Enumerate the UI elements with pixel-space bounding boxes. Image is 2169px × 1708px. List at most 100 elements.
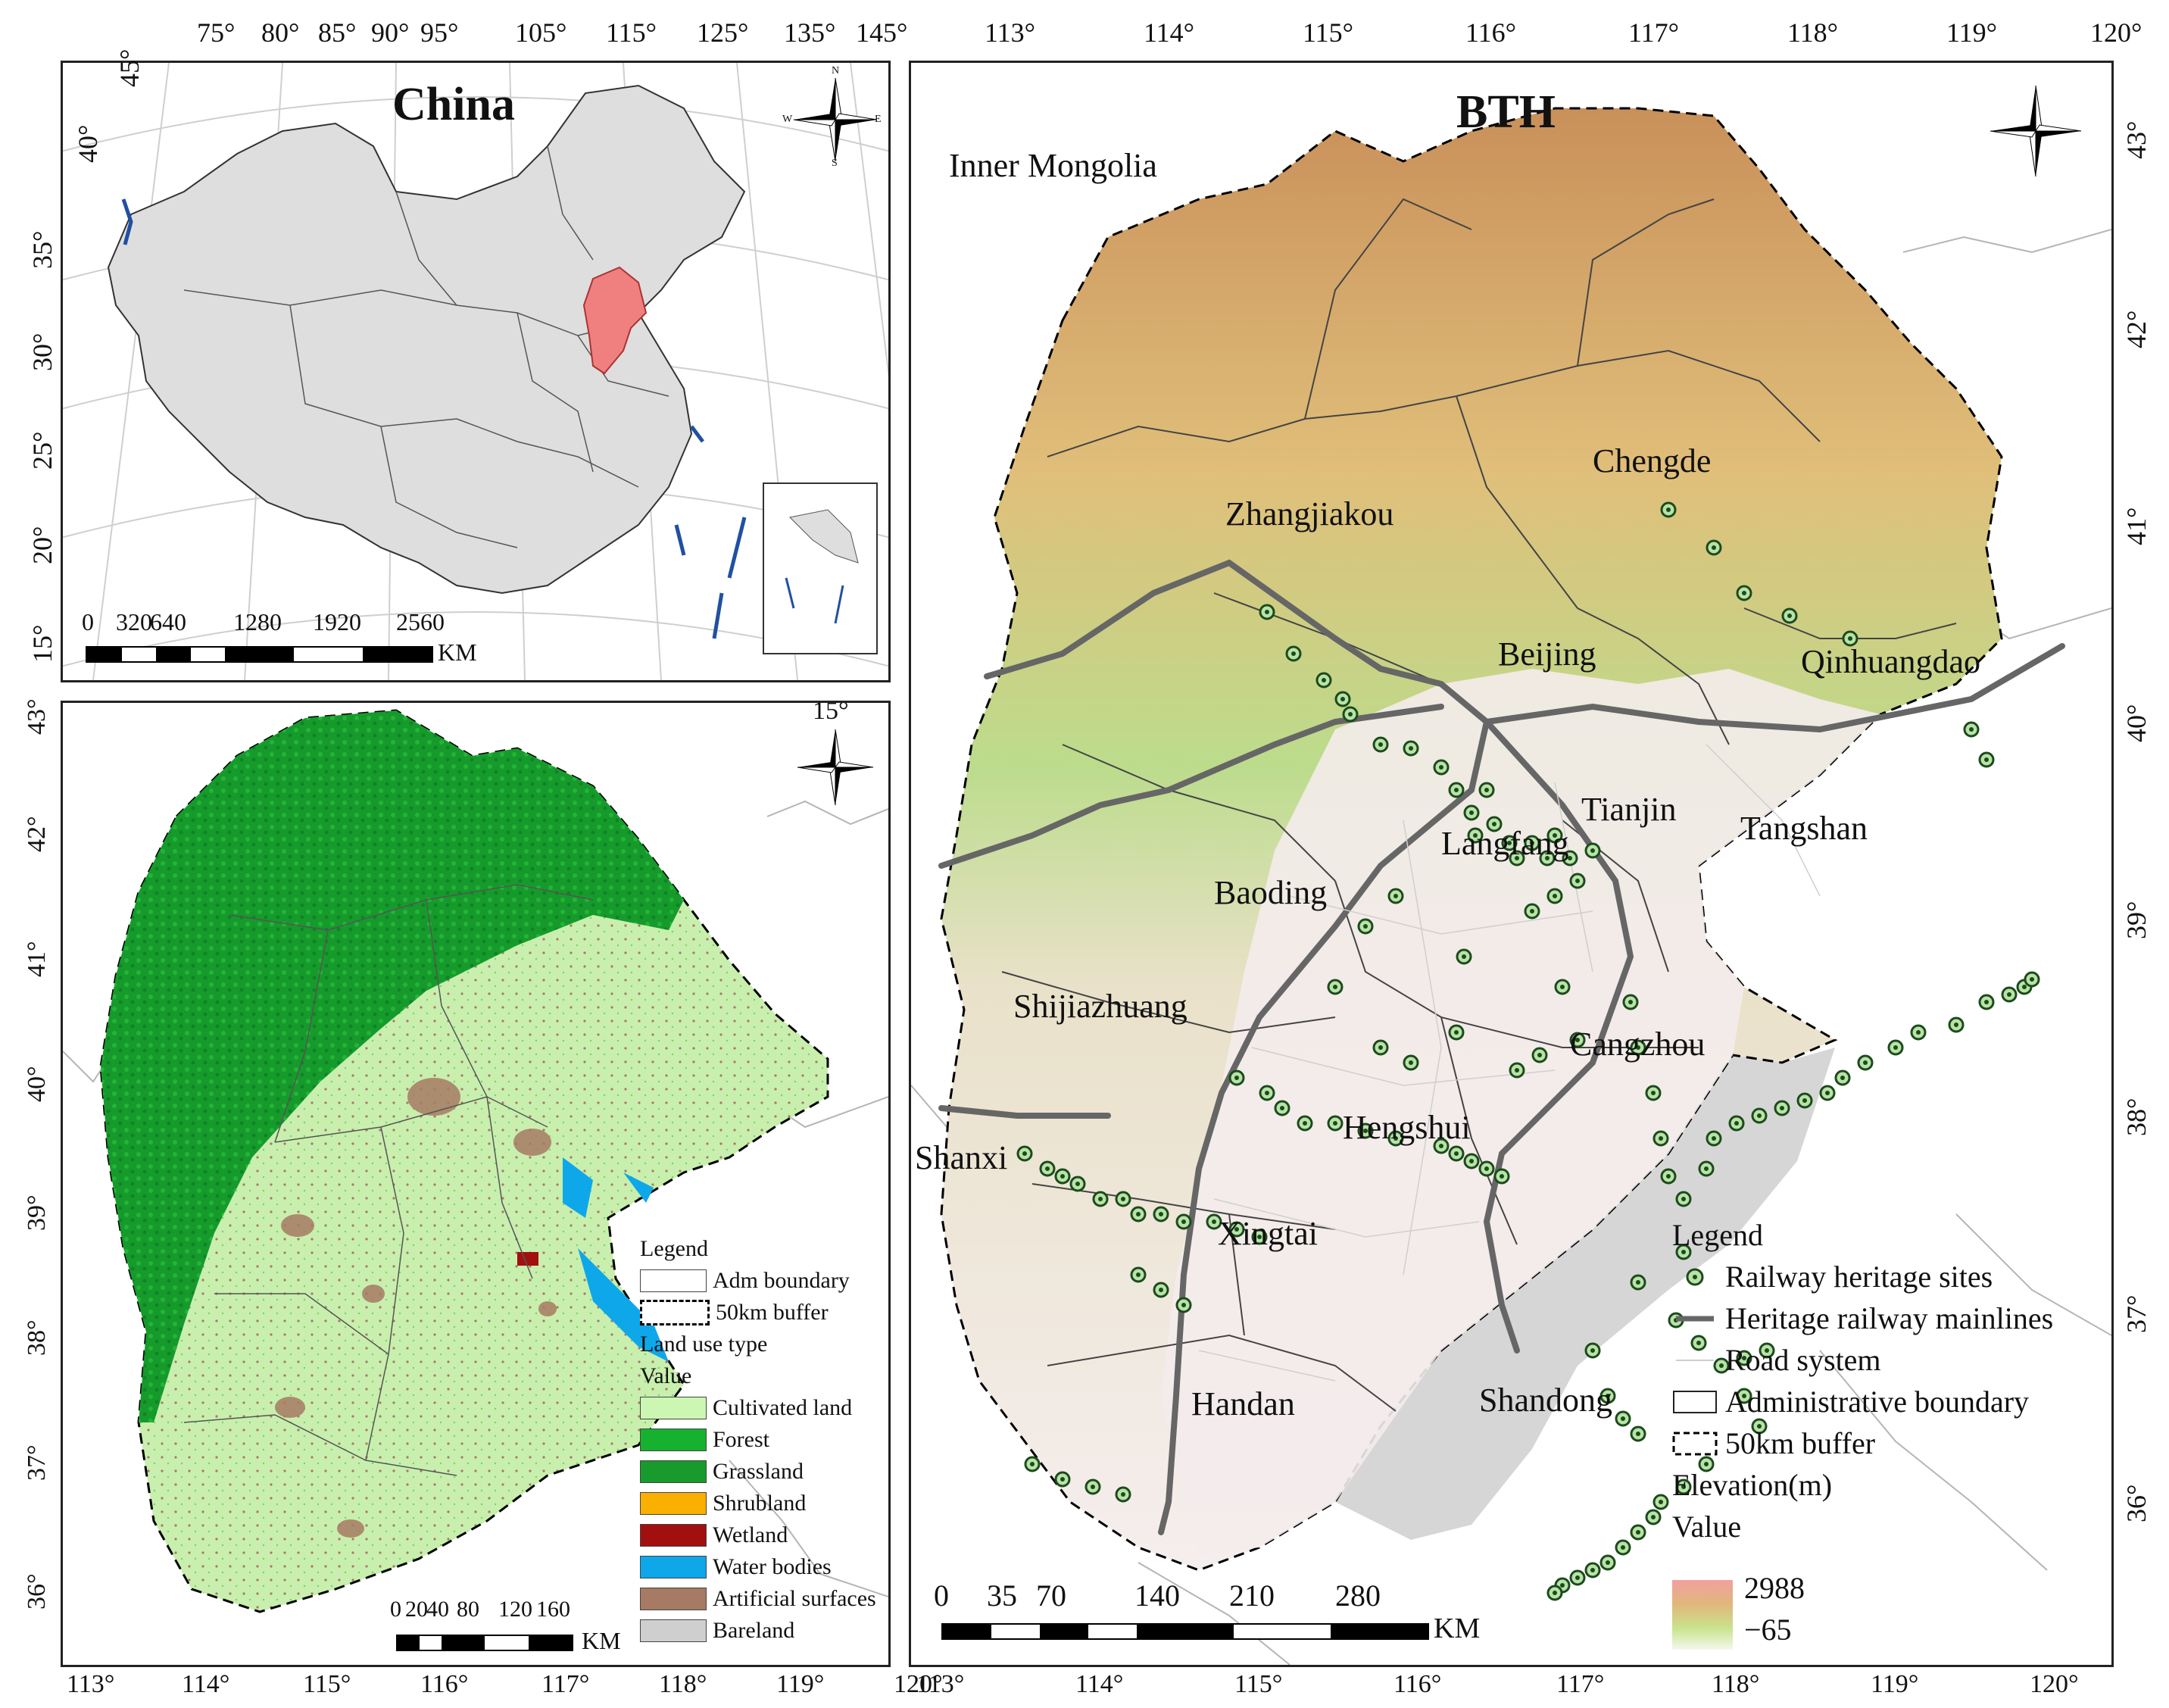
top-lon-ticks-label: 75° <box>197 17 236 48</box>
china-lat-ticks-label: 25° <box>27 431 58 470</box>
label-tangshan: Tangshan <box>1740 810 1868 847</box>
bth-lat-ticks-label: 42° <box>2121 310 2152 348</box>
artificial-surfaces <box>275 1078 557 1538</box>
bottom-left-ticks-label: 118° <box>659 1670 707 1698</box>
plains-region <box>1161 669 1880 1555</box>
label-shandong: Shandong <box>1479 1382 1612 1419</box>
bottom-left-ticks-label: 115° <box>303 1670 351 1698</box>
compass-rose-icon: N S E W <box>782 65 882 169</box>
label-shijiazhuang: Shijiazhuang <box>1013 988 1187 1025</box>
water-bodies <box>563 1157 669 1362</box>
compass-rose-icon <box>794 726 877 809</box>
label-xingtai: Xingtai <box>1218 1215 1318 1252</box>
landuse-lat-ticks-label: 41° <box>23 941 51 977</box>
label-chengde: Chengde <box>1593 442 1712 479</box>
scale-label: 160 <box>536 1597 570 1622</box>
bth-top-ticks-label: 119° <box>1946 17 1998 48</box>
scale-label: 140 <box>1134 1578 1180 1613</box>
scale-label: 70 <box>1036 1578 1066 1613</box>
legend-class-grassland: Grassland <box>640 1456 888 1488</box>
elevation-low-value: −65 <box>1744 1613 1792 1647</box>
admin-boundaries <box>1001 198 1957 1412</box>
bottom-right-ticks-label: 114° <box>1075 1670 1124 1698</box>
legend-elevation-title: Elevation(m) <box>1672 1468 1833 1502</box>
bottom-right-ticks-label: 120° <box>2030 1670 2079 1698</box>
bth-scale-bar <box>941 1623 1429 1640</box>
bth-lat-ticks-label: 37° <box>2121 1294 2152 1333</box>
bottom-right-ticks-label: 115° <box>1234 1670 1283 1698</box>
land-use-legend: Legend Adm boundary 50km buffer Land use… <box>640 1233 888 1647</box>
label-hengshui: Hengshui <box>1343 1109 1471 1146</box>
top-lon-ticks-label: 105° <box>515 17 567 48</box>
bottom-left-ticks-label: 119° <box>776 1670 825 1698</box>
legend-adm: Adm boundary <box>640 1265 888 1297</box>
label-tianjin: Tianjin <box>1581 791 1677 828</box>
compass-rose-icon <box>1986 82 2085 180</box>
top-lon-ticks-label: 125° <box>697 17 749 48</box>
bth-lat-ticks-label: 36° <box>2121 1484 2152 1522</box>
china-scale-unit: KM <box>438 639 477 666</box>
legend-class-wetland: Wetland <box>640 1519 888 1551</box>
scale-label: 0 <box>390 1597 401 1622</box>
landuse-lat-ticks-label: 42° <box>23 816 51 852</box>
bth-top-ticks-label: 117° <box>1628 17 1680 48</box>
label-cangzhou: Cangzhou <box>1570 1026 1706 1063</box>
label-handan: Handan <box>1191 1385 1295 1422</box>
legend-admin-boundary: Administrative boundary <box>1672 1381 2108 1422</box>
china-lat-ticks-label: 15° <box>27 624 58 663</box>
legend-class-forest: Forest <box>640 1424 888 1456</box>
china-lat-ticks-label: 30° <box>27 333 58 371</box>
bth-top-ticks-label: 114° <box>1144 17 1195 48</box>
south-china-sea-inset <box>763 482 878 654</box>
bth-legend: Legend Railway heritage sites Heritage r… <box>1672 1214 2108 1547</box>
landuse-lat-ticks-label: 40° <box>23 1066 51 1102</box>
scale-label: 120 <box>498 1597 532 1622</box>
bth-scale-unit: KM <box>1434 1613 1481 1644</box>
top-lon-ticks-label: 115° <box>606 17 657 48</box>
legend-50km-buffer: 50km buffer <box>1672 1422 2108 1464</box>
scale-label: 35 <box>987 1578 1017 1613</box>
elevation-legend-ramp <box>1672 1580 1733 1650</box>
land-use-map: 15° Legend Adm boundary 50km buffer Land… <box>61 701 891 1667</box>
landuse-lat-ticks-label: 39° <box>23 1194 51 1231</box>
adm-boundaries <box>183 884 594 1476</box>
label-inner-mongolia: Inner Mongolia <box>949 147 1157 184</box>
scale-label: 1280 <box>233 608 282 635</box>
legend-value-title: Value <box>1672 1510 1742 1544</box>
landuse-scale-bar <box>396 1635 573 1651</box>
bth-lat-ticks-label: 43° <box>2121 120 2152 159</box>
landuse-lat-ticks-label: 37° <box>23 1444 51 1481</box>
bth-railway-map: BTH Inner Mongolia Shanxi Shandong Zhang… <box>909 61 2114 1667</box>
bottom-right-ticks-label: 119° <box>1871 1670 1919 1698</box>
legend-class-shrubland: Shrubland <box>640 1488 888 1519</box>
china-lat-ticks-label: 20° <box>27 526 58 564</box>
bottom-left-ticks-label: 117° <box>541 1670 590 1698</box>
china-landmass <box>107 84 746 595</box>
bth-title: BTH <box>1456 86 1556 138</box>
top-lon-ticks-label: 90° <box>371 17 410 48</box>
railway-heritage-sites <box>1016 501 2040 1601</box>
bth-top-ticks-label: 113° <box>985 17 1036 48</box>
scale-label: 280 <box>1335 1578 1381 1613</box>
scale-label: 640 <box>150 608 186 635</box>
legend-value-title: Value <box>640 1363 692 1388</box>
legend-class-water-bodies: Water bodies <box>640 1551 888 1583</box>
elevation-high-value: 2988 <box>1744 1571 1805 1605</box>
bth-lat-ticks-label: 39° <box>2121 901 2152 939</box>
bth-top-ticks-label: 120° <box>2090 17 2142 48</box>
bth-legend-title: Legend <box>1672 1218 1763 1252</box>
scale-label: 320 <box>116 608 152 635</box>
top-lon-ticks-label: 85° <box>318 17 357 48</box>
landuse-lat-ticks-label: 43° <box>23 698 51 735</box>
scale-label: 2560 <box>396 608 445 635</box>
top-lon-ticks-label: 135° <box>784 17 836 48</box>
china-lat-ticks-label: 35° <box>27 230 58 269</box>
label-zhangjiakou: Zhangjiakou <box>1225 495 1394 532</box>
legend-class-artificial-surfaces: Artificial surfaces <box>640 1583 888 1615</box>
legend-road-system: Road system <box>1676 1343 1881 1377</box>
landuse-scale-unit: KM <box>582 1627 621 1654</box>
bth-lat-ticks-label: 38° <box>2121 1098 2152 1136</box>
label-qinhuangdao: Qinhuangdao <box>1801 643 1981 680</box>
scale-label: 210 <box>1229 1578 1275 1613</box>
bottom-left-ticks-label: 116° <box>420 1670 469 1698</box>
